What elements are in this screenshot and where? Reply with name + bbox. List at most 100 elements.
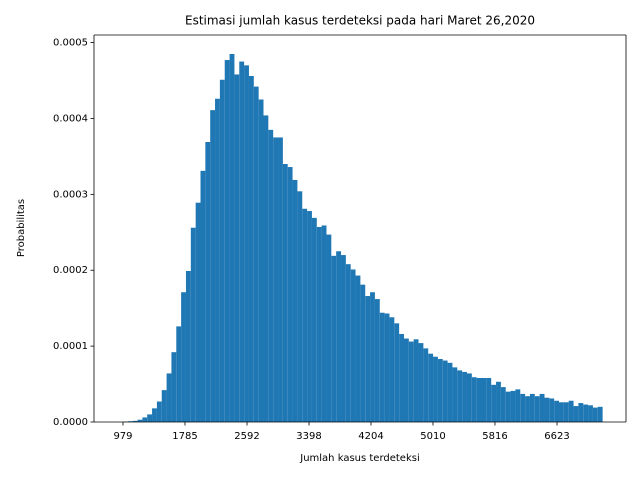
bar [302, 208, 308, 422]
bar [559, 402, 564, 422]
bar [132, 420, 138, 422]
bar [588, 405, 593, 422]
bar [248, 75, 254, 422]
bar [355, 275, 361, 422]
y-axis-label: Probabilitas [16, 199, 27, 257]
x-tick-label: 5010 [420, 431, 445, 442]
x-tick-label: 3398 [296, 431, 321, 442]
bar [476, 377, 482, 422]
bar [466, 373, 472, 422]
bar [345, 264, 351, 422]
bar [510, 390, 516, 422]
bar [481, 377, 487, 422]
bar [152, 408, 157, 422]
bar [195, 202, 201, 422]
bar [505, 391, 511, 422]
bar [147, 414, 153, 422]
bar [583, 404, 589, 422]
bar [529, 393, 535, 422]
x-tick-label: 979 [113, 431, 132, 442]
bar [491, 384, 497, 422]
bar [176, 326, 182, 422]
bar [437, 359, 443, 422]
bar [447, 362, 453, 422]
x-tick-label: 2592 [234, 431, 259, 442]
bar [471, 377, 477, 422]
bar [341, 255, 346, 422]
bar [486, 377, 492, 422]
bar [278, 137, 283, 423]
bar [360, 284, 366, 422]
bar [554, 400, 560, 422]
bar [597, 406, 603, 422]
bar [418, 343, 424, 422]
bar [592, 407, 598, 422]
bar [263, 115, 269, 422]
bar [166, 373, 172, 422]
bar [282, 164, 288, 422]
bar [442, 360, 448, 422]
bar [171, 352, 177, 422]
bar [423, 348, 429, 422]
bar [408, 341, 414, 422]
bar [578, 403, 584, 422]
bar [462, 371, 467, 422]
bar [394, 323, 400, 422]
bar [389, 317, 395, 422]
bar [142, 417, 148, 422]
bar [229, 53, 235, 423]
bar [321, 225, 327, 422]
bar [326, 234, 332, 422]
bar [428, 353, 434, 422]
bar [515, 389, 521, 422]
y-tick-label: 0.0000 [53, 417, 88, 428]
x-tick-label: 1785 [172, 431, 197, 442]
bar [384, 313, 390, 422]
bar [224, 60, 230, 423]
bar [215, 98, 220, 422]
bar [520, 393, 526, 422]
bar [549, 398, 555, 422]
bar [200, 170, 206, 422]
bar [539, 393, 545, 422]
bar [316, 226, 322, 422]
bar [331, 255, 337, 422]
bar [573, 406, 579, 422]
bar [544, 397, 550, 422]
bar [297, 191, 303, 422]
bar [273, 137, 279, 423]
bar [210, 110, 216, 422]
bar [457, 370, 463, 422]
y-tick-label: 0.0001 [53, 341, 88, 352]
bar [496, 381, 501, 422]
bar [399, 333, 404, 422]
bar [292, 179, 298, 422]
bar [307, 211, 312, 422]
chart-title: Estimasi jumlah kasus terdeteksi pada ha… [185, 14, 535, 28]
y-tick-label: 0.0003 [53, 189, 88, 200]
bar [568, 400, 574, 422]
bar [137, 419, 143, 422]
x-tick-label: 4204 [358, 431, 383, 442]
bar [365, 296, 371, 422]
bar [563, 402, 569, 422]
bar [268, 129, 274, 422]
bar [239, 61, 245, 422]
y-tick-label: 0.0002 [53, 265, 88, 276]
bar [161, 390, 167, 422]
bar [379, 312, 385, 422]
bar [350, 269, 356, 422]
x-axis-label: Jumlah kasus terdeteksi [299, 453, 420, 464]
x-tick-label: 5816 [482, 431, 507, 442]
bar [244, 65, 249, 423]
bar [336, 251, 342, 422]
bar [534, 396, 540, 422]
bar [433, 356, 438, 422]
bar [234, 74, 240, 422]
bar [205, 141, 211, 422]
x-tick-label: 6623 [544, 431, 569, 442]
bar [185, 270, 191, 422]
bar [413, 339, 419, 422]
bar [253, 86, 259, 422]
bar [370, 292, 375, 422]
